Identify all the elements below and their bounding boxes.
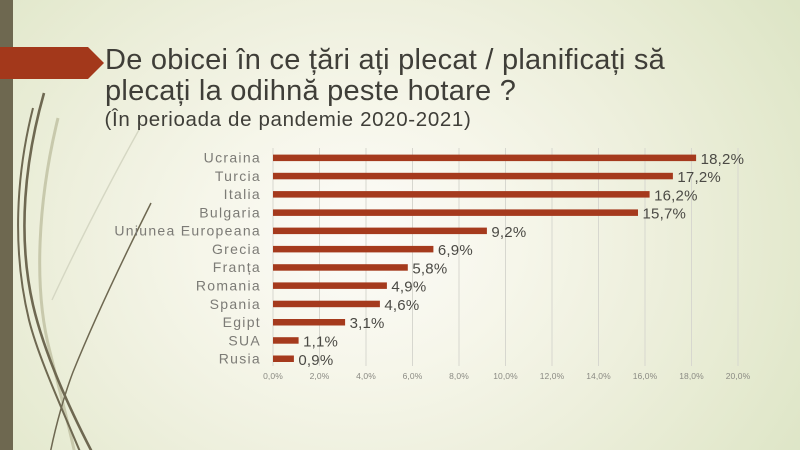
svg-text:6,9%: 6,9% — [438, 242, 473, 259]
svg-text:3,1%: 3,1% — [350, 315, 385, 332]
svg-text:17,2%: 17,2% — [677, 169, 721, 186]
svg-text:0,0%: 0,0% — [263, 371, 283, 381]
svg-text:Rusia: Rusia — [219, 351, 261, 367]
svg-text:4,9%: 4,9% — [391, 279, 426, 296]
svg-text:Ucraina: Ucraina — [204, 150, 261, 166]
svg-text:0,9%: 0,9% — [298, 352, 333, 369]
svg-text:4,0%: 4,0% — [356, 371, 376, 381]
svg-text:10,0%: 10,0% — [493, 371, 518, 381]
svg-text:Bulgaria: Bulgaria — [199, 204, 261, 220]
svg-text:12,0%: 12,0% — [540, 371, 565, 381]
svg-text:16,0%: 16,0% — [633, 371, 658, 381]
svg-text:Franța: Franța — [213, 259, 261, 275]
svg-text:4,6%: 4,6% — [384, 297, 419, 314]
svg-text:Romania: Romania — [196, 278, 261, 294]
svg-text:5,8%: 5,8% — [412, 260, 447, 277]
svg-text:18,2%: 18,2% — [701, 151, 745, 168]
svg-text:2,0%: 2,0% — [310, 371, 330, 381]
svg-text:Grecia: Grecia — [212, 241, 261, 257]
svg-text:1,1%: 1,1% — [303, 334, 338, 351]
svg-text:15,7%: 15,7% — [643, 206, 687, 223]
svg-text:16,2%: 16,2% — [654, 187, 698, 204]
svg-text:Spania: Spania — [210, 296, 261, 312]
svg-text:18,0%: 18,0% — [679, 371, 704, 381]
svg-text:Italia: Italia — [224, 186, 261, 202]
svg-text:20,0%: 20,0% — [726, 371, 751, 381]
svg-text:Uniunea Europeana: Uniunea Europeana — [114, 223, 261, 239]
svg-text:9,2%: 9,2% — [491, 224, 526, 241]
svg-text:Turcia: Turcia — [215, 168, 261, 184]
svg-text:Egipt: Egipt — [223, 314, 261, 330]
svg-text:6,0%: 6,0% — [403, 371, 423, 381]
svg-text:8,0%: 8,0% — [449, 371, 469, 381]
svg-text:14,0%: 14,0% — [586, 371, 611, 381]
svg-text:SUA: SUA — [228, 332, 261, 348]
